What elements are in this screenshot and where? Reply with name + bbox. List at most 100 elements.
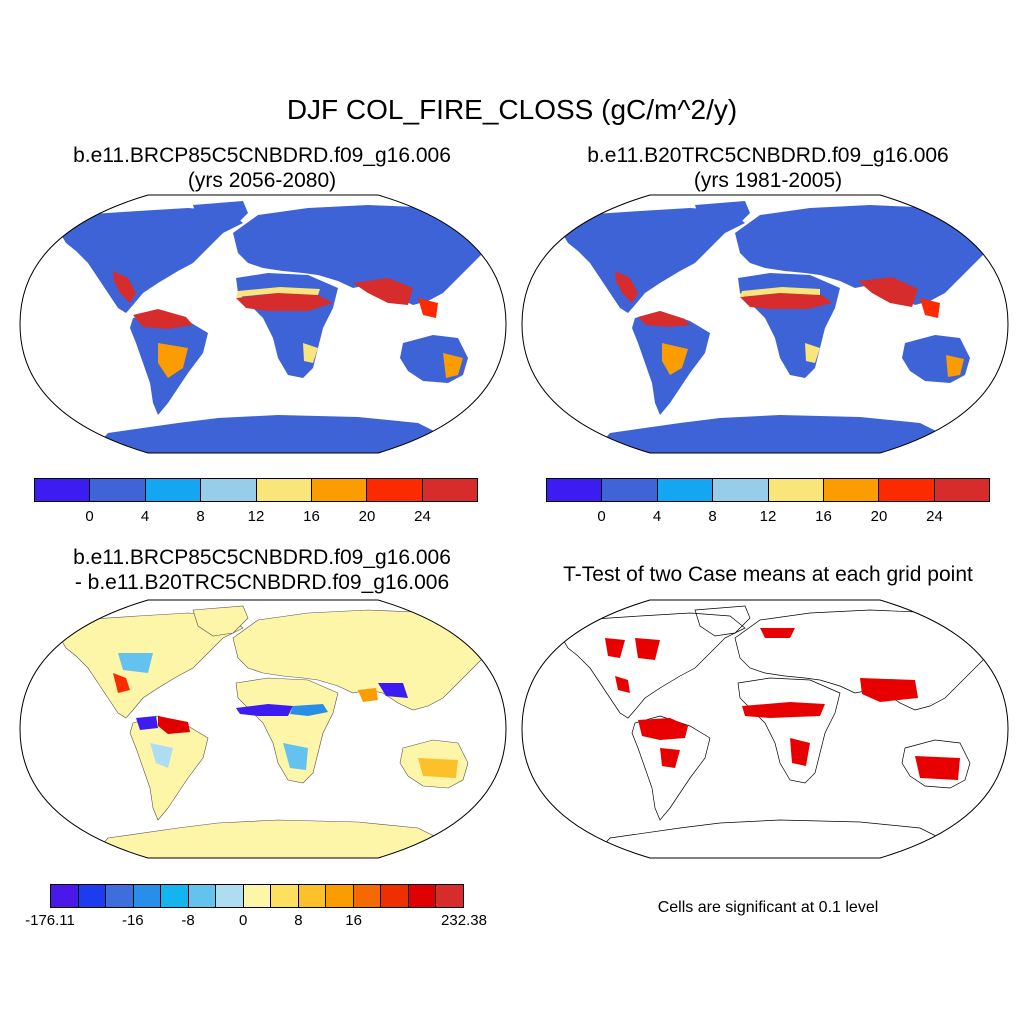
greenland	[193, 201, 248, 231]
sig-sahel	[742, 702, 825, 718]
panel3-colorbar-ticks: -176.11 -16 -8 0 8 16 232.38	[25, 912, 487, 932]
panel2-title: b.e11.B20TRC5CNBDRD.f09_g16.006 (yrs 198…	[512, 143, 1024, 193]
colorbar-swatch	[713, 479, 769, 501]
colorbar-swatch	[78, 885, 107, 907]
north-america	[562, 208, 745, 313]
colorbar-tick-label: 20	[358, 508, 376, 525]
fire-band-australia	[443, 353, 463, 378]
diff-central-america-positive	[113, 673, 130, 693]
colorbar-swatch	[256, 479, 312, 501]
panel4-coastlines	[561, 605, 1001, 858]
panel2-colorbar	[546, 478, 990, 502]
sig-eurasia-north	[760, 628, 795, 638]
north-america	[561, 612, 746, 719]
colorbar-swatch	[879, 479, 935, 501]
colorbar-tick-label: 20	[870, 508, 888, 525]
sig-north-america-east	[635, 638, 660, 660]
colorbar-tick-label: 8	[294, 912, 303, 929]
colorbar-tick-label: 24	[414, 508, 431, 525]
colorbar-tick-label: -16	[121, 912, 144, 929]
fire-band-southeast-asia	[418, 298, 438, 318]
fire-band-sahel	[236, 293, 333, 311]
panel1-title: b.e11.BRCP85C5CNBDRD.f09_g16.006 (yrs 20…	[6, 143, 518, 193]
panel3-title: b.e11.BRCP85C5CNBDRD.f09_g16.006 - b.e11…	[6, 545, 518, 595]
colorbar-swatch	[161, 885, 189, 907]
diff-africa-south-mixed	[283, 743, 308, 770]
colorbar-tick-label: -176.11	[25, 912, 75, 929]
panel2-title-line1: b.e11.B20TRC5CNBDRD.f09_g16.006	[587, 144, 949, 167]
panel4-title-line1: T-Test of two Case means at each grid po…	[563, 563, 973, 586]
panel2-colorbar-ticks: 0 4 8 12 16 20 24	[546, 508, 990, 528]
panel1-title-line2: (yrs 2056-2080)	[187, 169, 337, 192]
eurasia	[735, 205, 1000, 305]
antarctica	[87, 819, 459, 858]
fire-band-south-america	[638, 311, 690, 327]
fire-band-south-america-2	[662, 343, 688, 375]
colorbar-swatch	[271, 885, 299, 907]
colorbar-swatch	[381, 885, 409, 907]
colorbar-swatch	[353, 885, 382, 907]
eurasia	[233, 205, 498, 305]
greenland	[694, 605, 751, 637]
panel2-map	[521, 194, 1009, 454]
colorbar-swatch	[243, 885, 272, 907]
fire-band-central-america	[615, 271, 638, 303]
colorbar-swatch	[145, 479, 202, 501]
colorbar-swatch	[298, 885, 327, 907]
diff-south-america-mixed	[150, 743, 173, 768]
sig-south-america-2	[660, 748, 680, 768]
colorbar-tick-label: 16	[303, 508, 320, 525]
sig-south-asia	[860, 678, 918, 702]
colorbar-tick-label: 12	[247, 508, 265, 525]
diff-sahel-mixed	[290, 704, 328, 716]
colorbar-tick-label: 12	[759, 508, 777, 525]
colorbar-swatch	[188, 885, 217, 907]
panel3-title-line1: b.e11.BRCP85C5CNBDRD.f09_g16.006	[73, 546, 451, 569]
antarctica	[590, 415, 960, 453]
diff-north-america-mixed	[118, 653, 153, 673]
panel4-title: T-Test of two Case means at each grid po…	[512, 562, 1024, 587]
fire-band-central-america	[113, 271, 136, 303]
panel3-fields	[59, 605, 499, 858]
colorbar-tick-label: 0	[85, 508, 94, 525]
fire-band-south-africa	[805, 343, 820, 363]
sig-north-america	[605, 638, 625, 658]
colorbar-swatch	[436, 885, 463, 907]
panel3-colorbar	[50, 884, 464, 908]
panel1-colorbar-ticks: 0 4 8 12 16 20 24	[34, 508, 478, 528]
sig-africa-south	[790, 738, 810, 766]
colorbar-swatch	[823, 479, 880, 501]
colorbar-swatch	[547, 479, 603, 501]
panel2-title-line2: (yrs 1981-2005)	[693, 169, 843, 192]
colorbar-swatch	[133, 885, 162, 907]
fire-band-south-america	[133, 309, 193, 329]
diff-south-asia-negative	[378, 683, 408, 698]
fire-band-sahel	[740, 293, 832, 309]
colorbar-swatch	[51, 885, 79, 907]
fire-band-south-america-2	[158, 343, 188, 378]
colorbar-swatch	[201, 479, 257, 501]
fire-band-south-asia	[858, 277, 918, 307]
colorbar-tick-label: 232.38	[441, 912, 487, 929]
colorbar-swatch	[768, 479, 824, 501]
panel4-map	[521, 599, 1009, 859]
diff-australia-mixed	[418, 758, 458, 778]
fire-band-south-africa	[303, 343, 318, 363]
sig-australia	[915, 756, 960, 780]
south-america	[631, 715, 711, 821]
panel1-map	[19, 194, 507, 454]
diff-south-america-negative	[136, 716, 158, 730]
colorbar-tick-label: 16	[815, 508, 832, 525]
antarctica	[589, 819, 961, 858]
colorbar-tick-label: 24	[926, 508, 943, 525]
diff-south-america-positive	[158, 716, 190, 734]
colorbar-swatch	[422, 479, 477, 501]
sig-central-america	[615, 676, 630, 693]
colorbar-tick-label: -8	[181, 912, 195, 929]
colorbar-tick-label: 8	[196, 508, 205, 525]
australia	[901, 739, 971, 789]
colorbar-swatch	[106, 885, 134, 907]
colorbar-swatch	[657, 479, 714, 501]
colorbar-tick-label: 0	[597, 508, 606, 525]
fire-band-australia	[946, 355, 964, 377]
